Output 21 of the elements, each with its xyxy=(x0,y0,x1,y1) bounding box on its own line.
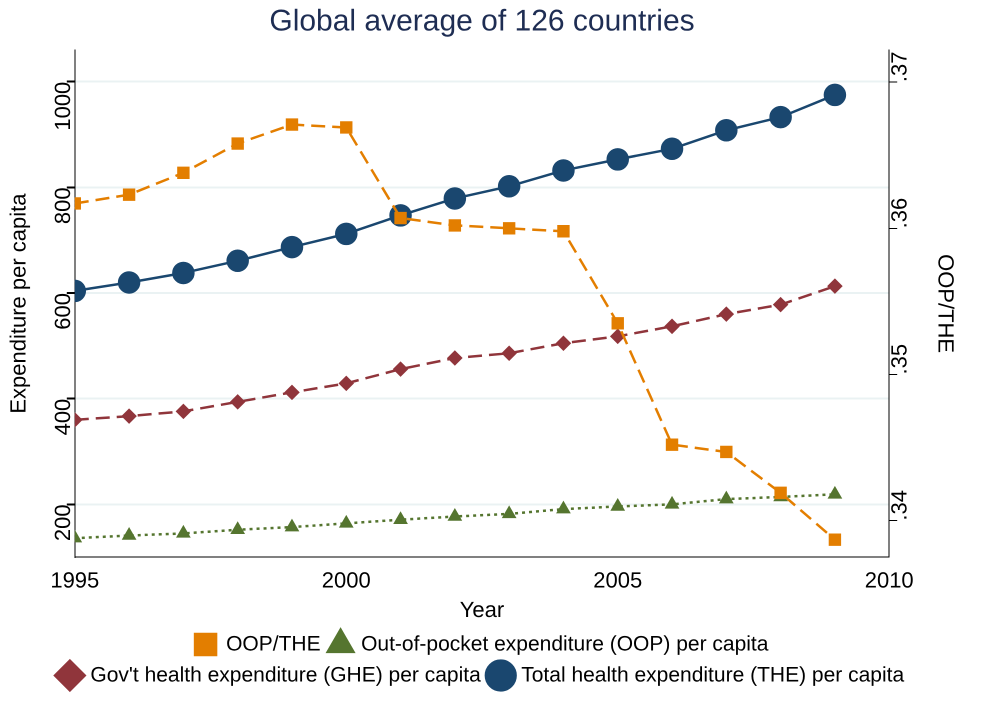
y-tick-label: 200 xyxy=(50,504,75,542)
x-tick-label: 2005 xyxy=(593,567,642,592)
legend-label: Gov't health expenditure (GHE) per capita xyxy=(90,663,482,686)
y2-tick-label: .37 xyxy=(886,52,912,82)
y2-tick-label: .34 xyxy=(886,490,912,521)
y2-tick-label: .35 xyxy=(886,344,912,374)
x-axis-title: Year xyxy=(460,596,504,622)
y-tick-label: 600 xyxy=(50,293,75,330)
y-axis-title: Expenditure per capita xyxy=(5,192,30,414)
y-tick-label: 800 xyxy=(50,187,75,224)
chart-title: Global average of 126 countries xyxy=(269,4,695,38)
y-tick-label: 400 xyxy=(50,398,75,436)
x-tick-label: 1995 xyxy=(50,567,100,592)
y2-tick-label: .36 xyxy=(886,198,912,228)
x-tick-label: 2000 xyxy=(322,567,371,592)
legend-label: OOP/THE xyxy=(226,632,321,656)
legend-label: Total health expenditure (THE) per capita xyxy=(521,663,904,686)
y2-axis-title: OOP/THE xyxy=(934,254,959,354)
x-tick-label: 2010 xyxy=(864,567,914,592)
legend-label: Out-of-pocket expenditure (OOP) per capita xyxy=(361,632,769,656)
y-tick-label: 1000 xyxy=(50,82,75,131)
